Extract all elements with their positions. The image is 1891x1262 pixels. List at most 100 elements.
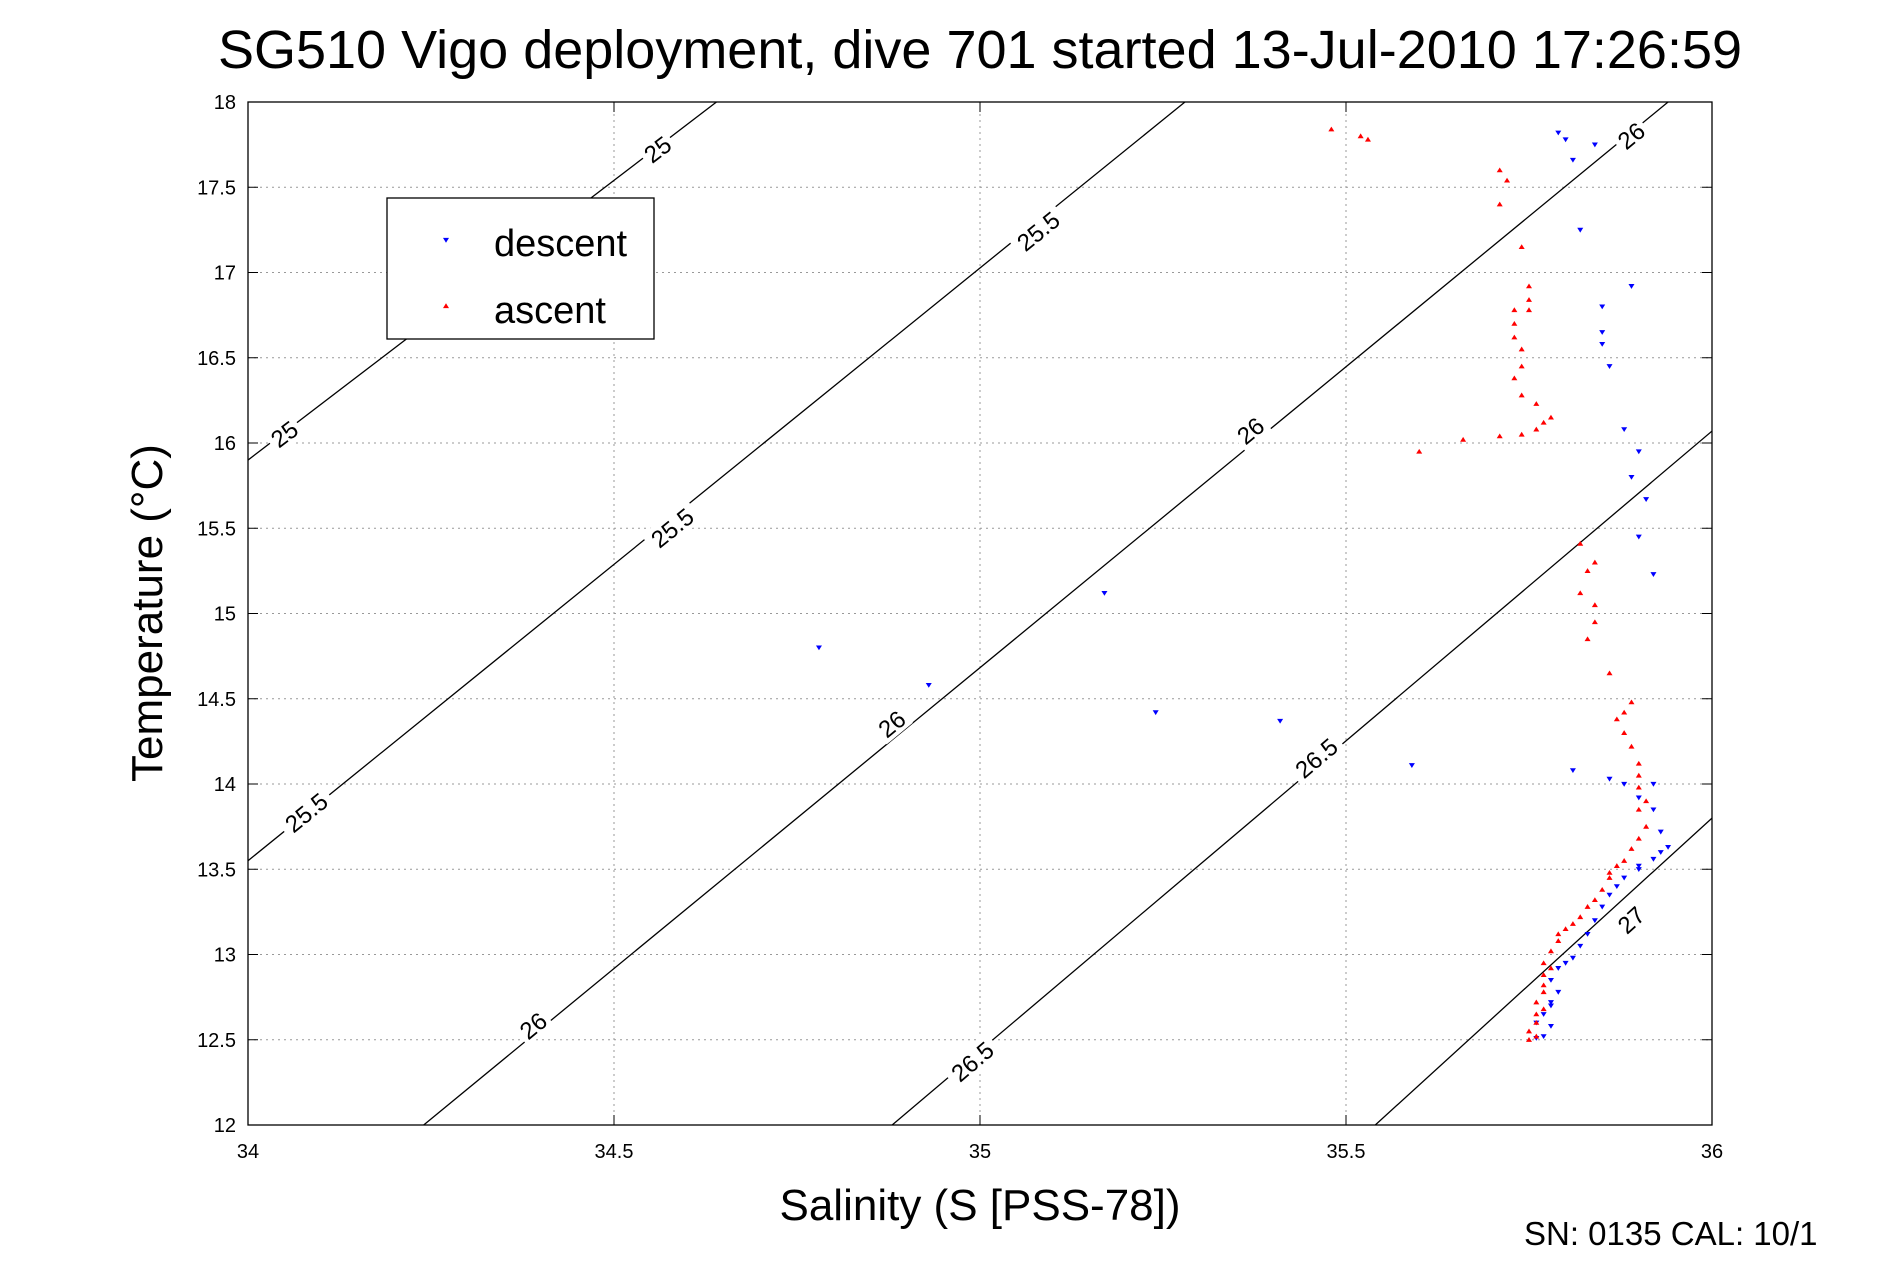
y-tick-label: 15 [214, 604, 236, 626]
ascent-point [1555, 931, 1562, 937]
descent-point [1650, 856, 1657, 862]
contour-label-gap [1609, 898, 1653, 941]
y-tick-label: 15.5 [197, 518, 236, 540]
ascent-point [1643, 798, 1650, 804]
contour-label-gap [275, 783, 337, 841]
ascent-point [1547, 965, 1554, 971]
ascent-point [1584, 636, 1591, 642]
ascent-point [1540, 989, 1547, 995]
ascent-point [1577, 914, 1584, 920]
contour-label-gap [870, 702, 913, 745]
ascent-point [1628, 846, 1635, 851]
y-tick-label: 17.5 [197, 177, 236, 199]
ascent-point [1569, 921, 1576, 926]
descent-point [1606, 776, 1613, 782]
descent-point [1657, 829, 1664, 835]
contour-label-gap [1007, 202, 1069, 260]
ascent-point [1555, 938, 1562, 943]
ascent-point [1635, 835, 1642, 841]
ascent-point [1613, 716, 1620, 722]
descent-point [1277, 718, 1284, 724]
descent-point [1657, 850, 1664, 855]
y-tick-label: 13.5 [197, 859, 236, 881]
ascent-point [1540, 419, 1547, 425]
descent-point [1635, 867, 1642, 872]
descent-point [1599, 330, 1606, 335]
descent-point [1635, 534, 1642, 540]
ascent-point [1496, 433, 1503, 439]
serial-calibration-footer: SN: 0135 CAL: 10/1 [1524, 1215, 1818, 1252]
y-tick-label: 12.5 [197, 1030, 236, 1052]
legend: descent ascent [386, 197, 655, 340]
descent-point [1577, 943, 1584, 949]
contour-label-gap [1228, 409, 1272, 452]
ascent-point [1584, 904, 1591, 909]
descent-point [1606, 892, 1613, 898]
y-tick-label: 16.5 [197, 348, 236, 370]
descent-point [1547, 1003, 1554, 1009]
ascent-point [1591, 897, 1598, 903]
y-tick-label: 13 [214, 945, 236, 967]
ascent-point [1518, 363, 1525, 369]
descent-point [1562, 960, 1569, 966]
ascent-point [1526, 283, 1532, 289]
descent-point [1635, 863, 1642, 869]
ascent-point [1628, 699, 1635, 705]
descent-point [1628, 284, 1635, 289]
y-tick-label: 14.5 [197, 689, 236, 711]
descent-point [1569, 768, 1576, 774]
ascent-point [1533, 1020, 1540, 1025]
descent-point [1562, 137, 1569, 143]
axis-ticks: 34 34.5 35 35.5 36 12 12.5 13 13.5 14 14.5 15 15.5 16… [197, 92, 1723, 1163]
ascent-point [1606, 670, 1613, 676]
ascent-point [1621, 730, 1628, 735]
ascent-point [1635, 772, 1642, 778]
ascent-point [1635, 760, 1642, 766]
x-tick-label: 36 [1701, 1141, 1723, 1163]
ascent-point [1328, 126, 1335, 132]
ascent-point [1635, 806, 1642, 812]
descent-point [1591, 918, 1598, 924]
descent-point [1152, 710, 1159, 716]
descent-point [1101, 590, 1108, 596]
y-tick-label: 17 [214, 263, 236, 285]
descent-point [1621, 427, 1628, 433]
ascent-point [1613, 863, 1620, 868]
legend-label-ascent: ascent [494, 290, 606, 332]
ascent-point [1526, 1028, 1532, 1034]
ascent-point [1540, 982, 1547, 988]
descent-point [925, 683, 932, 688]
ascent-point [1606, 869, 1613, 875]
ascent-point [1526, 1037, 1532, 1042]
ascent-point [1526, 297, 1532, 302]
legend-label-descent: descent [494, 223, 628, 265]
descent-point [1547, 977, 1554, 983]
ascent-point [1416, 448, 1423, 454]
ascent-point [1533, 1011, 1540, 1017]
ascent-point [1496, 201, 1503, 207]
contour-label-gap [941, 1032, 1003, 1090]
x-tick-label: 34 [237, 1141, 259, 1163]
ascent-point [1511, 375, 1518, 381]
descent-point [1555, 130, 1562, 136]
descent-point [1547, 1024, 1554, 1029]
descent-point [1643, 497, 1650, 502]
contour-label-gap [1609, 114, 1653, 157]
legend-box [386, 197, 655, 340]
x-tick-label: 35.5 [1327, 1141, 1366, 1163]
ascent-point [1511, 320, 1518, 326]
y-tick-label: 14 [214, 774, 236, 796]
descent-point [1599, 904, 1606, 910]
ascent-point [1577, 540, 1584, 546]
ascent-point [1518, 244, 1525, 250]
contour-label-gap [1285, 729, 1347, 787]
contour-label-gap [511, 1004, 555, 1047]
ascent-point [1577, 590, 1584, 596]
y-tick-label: 16 [214, 433, 236, 455]
ascent-point [1540, 972, 1547, 978]
data-points [815, 126, 1672, 1042]
descent-point [1591, 142, 1598, 148]
ascent-point [1504, 177, 1511, 183]
ascent-point [1496, 167, 1503, 173]
descent-point [1577, 227, 1584, 233]
